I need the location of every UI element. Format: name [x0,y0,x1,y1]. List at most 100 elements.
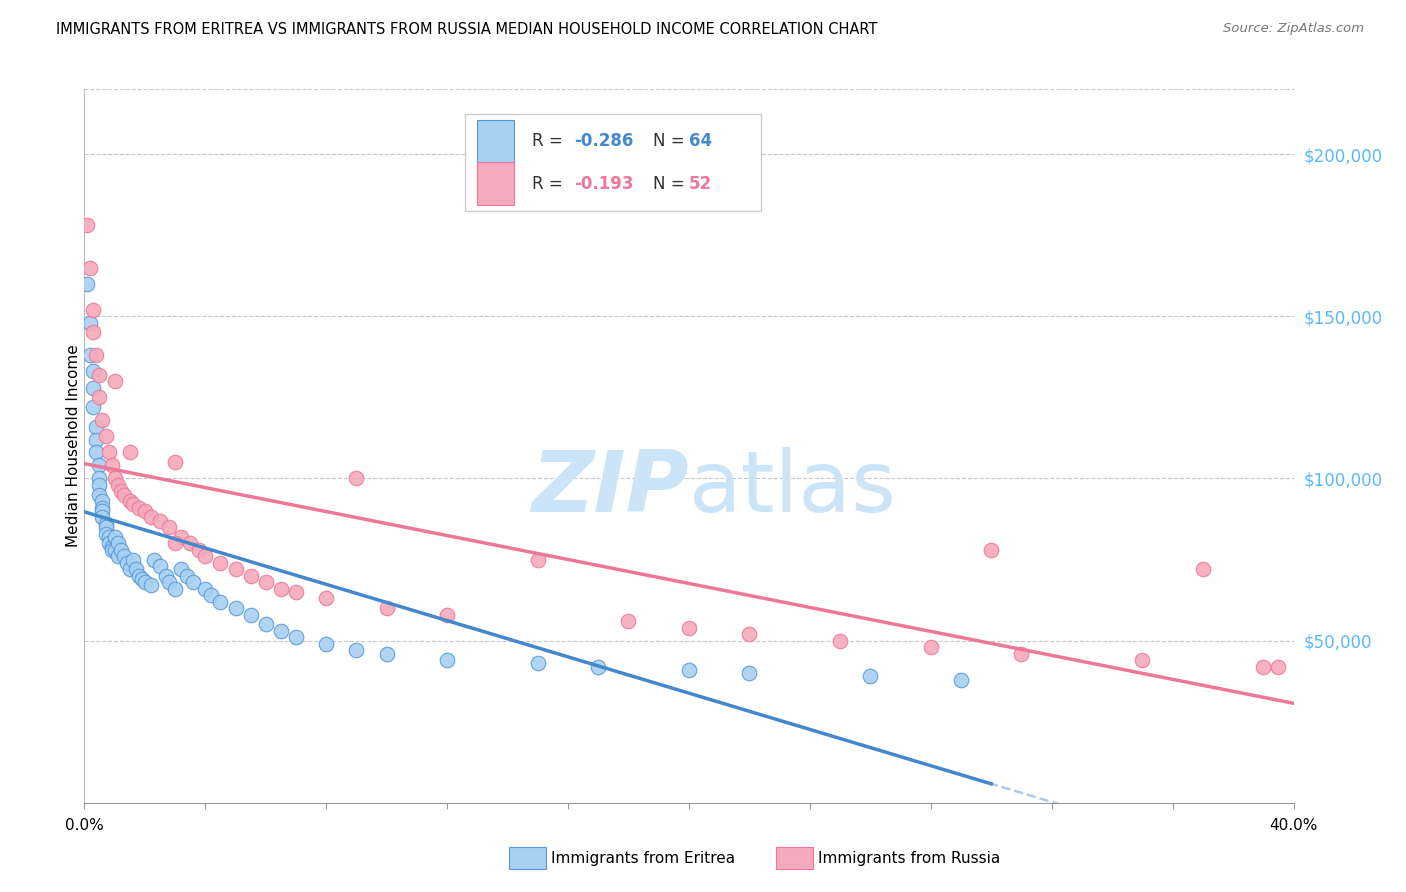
Point [163,455,186,469]
Point [118,562,141,576]
Point [149,514,172,528]
Point [134,575,156,590]
Point [112,488,135,502]
Point [82,302,104,317]
Point [79,316,101,330]
Text: -0.193: -0.193 [574,175,634,193]
Point [89,488,111,502]
Point [194,549,217,564]
Point [678,663,700,677]
Point [1251,659,1274,673]
Point [315,637,337,651]
Point [170,530,193,544]
FancyBboxPatch shape [465,114,762,211]
Point [79,348,101,362]
Point [163,536,186,550]
Point [86,445,108,459]
Point [128,500,150,515]
Point [79,260,101,275]
Y-axis label: Median Household Income: Median Household Income [66,344,80,548]
Point [134,504,156,518]
Point [91,500,114,515]
Point [91,510,114,524]
Point [149,559,172,574]
Point [617,614,640,628]
Point [76,219,98,233]
Point [176,568,198,582]
Point [375,647,398,661]
Text: Source: ZipAtlas.com: Source: ZipAtlas.com [1223,22,1364,36]
Point [346,643,368,657]
Point [112,549,135,564]
Point [270,624,292,638]
Point [375,601,398,615]
Point [830,633,852,648]
Point [125,562,148,576]
Text: R =: R = [531,175,568,193]
Point [131,572,153,586]
Point [94,429,117,443]
Text: Immigrants from Eritrea: Immigrants from Eritrea [551,851,735,865]
Point [82,400,104,414]
Point [89,471,111,485]
Point [1267,659,1289,673]
Point [170,562,193,576]
Point [179,536,201,550]
Point [86,433,108,447]
Text: 40.0%: 40.0% [1270,818,1317,832]
Point [188,542,211,557]
Point [76,277,98,291]
Point [139,578,162,592]
Point [142,552,165,566]
Point [94,520,117,534]
Text: 64: 64 [689,132,711,150]
Point [678,621,700,635]
Point [157,520,180,534]
Point [121,552,143,566]
FancyBboxPatch shape [478,162,513,205]
Point [1191,562,1213,576]
Point [91,504,114,518]
Point [107,549,129,564]
Point [526,657,548,671]
Point [254,575,277,590]
Point [254,617,277,632]
Text: atlas: atlas [689,447,897,531]
Point [100,540,122,554]
Text: IMMIGRANTS FROM ERITREA VS IMMIGRANTS FROM RUSSIA MEDIAN HOUSEHOLD INCOME CORREL: IMMIGRANTS FROM ERITREA VS IMMIGRANTS FR… [56,22,877,37]
Point [82,326,104,340]
Point [86,419,108,434]
Point [225,601,247,615]
Point [950,673,973,687]
Point [115,556,138,570]
Point [118,494,141,508]
Point [89,368,111,382]
Text: 52: 52 [689,175,711,193]
Point [89,478,111,492]
Point [225,562,247,576]
FancyBboxPatch shape [478,120,513,162]
Point [110,484,132,499]
Point [97,536,120,550]
Point [526,552,548,566]
Point [107,536,129,550]
Point [588,659,610,673]
Point [104,530,127,544]
Point [738,666,761,681]
Point [82,364,104,378]
Point [284,585,308,599]
Point [128,568,150,582]
Point [139,510,162,524]
Point [91,413,114,427]
Point [920,640,942,654]
Point [110,542,132,557]
Point [194,582,217,596]
Point [239,568,262,582]
Point [107,478,129,492]
Point [163,582,186,596]
Point [181,575,204,590]
Point [94,516,117,531]
Text: ZIP: ZIP [531,447,689,531]
Text: 0.0%: 0.0% [65,818,104,832]
Point [104,542,127,557]
